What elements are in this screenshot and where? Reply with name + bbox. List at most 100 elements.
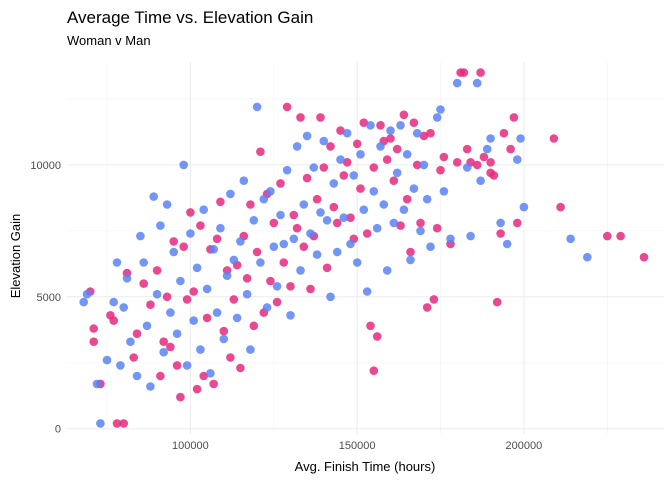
woman-data-point bbox=[352, 139, 362, 149]
woman-data-point bbox=[396, 221, 405, 230]
woman-data-point bbox=[302, 173, 312, 183]
man-data-point bbox=[319, 136, 329, 146]
woman-data-point bbox=[219, 326, 229, 336]
man-data-point bbox=[159, 347, 168, 357]
woman-data-point bbox=[296, 113, 305, 122]
man-data-point bbox=[112, 258, 122, 267]
man-data-point bbox=[406, 255, 415, 265]
man-data-point bbox=[182, 361, 192, 370]
woman-data-point bbox=[556, 202, 565, 212]
woman-data-point bbox=[179, 242, 188, 251]
woman-data-point bbox=[89, 337, 98, 347]
woman-data-point bbox=[326, 142, 335, 151]
man-data-point bbox=[222, 271, 232, 281]
woman-data-point bbox=[292, 223, 302, 233]
man-data-point bbox=[466, 231, 475, 241]
man-data-point bbox=[256, 258, 265, 267]
man-data-point bbox=[392, 168, 402, 178]
woman-data-point bbox=[372, 332, 382, 341]
man-data-point bbox=[206, 369, 215, 378]
woman-data-point bbox=[282, 102, 292, 112]
man-data-point bbox=[232, 313, 242, 323]
y-axis-title: Elevation Gain bbox=[8, 214, 23, 299]
man-data-point bbox=[386, 126, 395, 135]
woman-data-point bbox=[399, 110, 409, 120]
woman-data-point bbox=[499, 128, 509, 138]
woman-data-point bbox=[249, 321, 259, 331]
woman-data-point bbox=[162, 292, 172, 302]
man-data-point bbox=[409, 184, 419, 193]
woman-data-point bbox=[112, 419, 122, 428]
woman-data-point bbox=[439, 152, 449, 162]
x-tick-label: 100000 bbox=[172, 440, 209, 452]
man-data-point bbox=[496, 218, 505, 228]
woman-data-point bbox=[426, 128, 435, 138]
woman-data-point bbox=[256, 147, 265, 156]
man-data-point bbox=[382, 266, 392, 275]
woman-data-point bbox=[276, 179, 285, 188]
man-data-point bbox=[139, 258, 148, 267]
woman-data-point bbox=[366, 321, 375, 331]
man-data-point bbox=[416, 226, 425, 236]
woman-data-point bbox=[286, 282, 295, 291]
man-data-point bbox=[502, 239, 512, 249]
man-data-point bbox=[366, 121, 375, 130]
man-data-point bbox=[426, 242, 435, 251]
woman-data-point bbox=[216, 197, 225, 207]
man-data-point bbox=[359, 205, 369, 214]
woman-data-point bbox=[189, 287, 198, 296]
woman-data-point bbox=[312, 194, 322, 204]
woman-data-point bbox=[182, 295, 192, 304]
man-data-point bbox=[156, 221, 165, 230]
man-data-point bbox=[349, 171, 359, 180]
woman-data-point bbox=[486, 158, 495, 167]
woman-data-point bbox=[416, 218, 425, 228]
man-data-point bbox=[149, 192, 158, 201]
man-data-point bbox=[126, 337, 135, 347]
chart-title: Average Time vs. Elevation Gain bbox=[67, 8, 313, 27]
woman-data-point bbox=[342, 158, 352, 167]
woman-data-point bbox=[479, 152, 489, 162]
woman-data-point bbox=[346, 213, 355, 222]
man-data-point bbox=[389, 218, 399, 228]
woman-data-point bbox=[432, 223, 442, 233]
woman-data-point bbox=[226, 353, 235, 362]
man-data-point bbox=[92, 379, 102, 389]
woman-data-point bbox=[146, 300, 155, 310]
man-data-point bbox=[472, 78, 482, 88]
woman-data-point bbox=[412, 160, 422, 170]
woman-data-point bbox=[186, 208, 195, 217]
man-data-point bbox=[476, 176, 485, 185]
man-data-point bbox=[146, 382, 155, 391]
man-data-point bbox=[202, 284, 212, 294]
man-data-point bbox=[452, 78, 462, 88]
man-data-point bbox=[192, 263, 202, 273]
man-data-point bbox=[122, 274, 132, 283]
man-data-point bbox=[306, 229, 315, 238]
man-data-point bbox=[436, 105, 445, 114]
man-data-point bbox=[96, 419, 105, 428]
woman-data-point bbox=[486, 168, 495, 178]
woman-data-point bbox=[192, 384, 202, 394]
woman-data-point bbox=[329, 202, 339, 212]
man-data-point bbox=[566, 234, 575, 244]
man-data-point bbox=[119, 303, 128, 312]
woman-data-point bbox=[299, 242, 309, 251]
y-tick-label: 5000 bbox=[37, 292, 61, 304]
woman-data-point bbox=[422, 303, 432, 312]
man-data-point bbox=[199, 205, 208, 214]
man-data-point bbox=[379, 200, 389, 209]
man-data-point bbox=[346, 239, 355, 249]
woman-data-point bbox=[316, 113, 325, 122]
man-data-point bbox=[439, 187, 449, 196]
woman-data-point bbox=[212, 234, 222, 244]
woman-data-point bbox=[509, 113, 519, 122]
woman-data-point bbox=[409, 118, 419, 127]
man-data-point bbox=[212, 308, 222, 317]
woman-data-point bbox=[616, 231, 625, 241]
man-data-point bbox=[242, 289, 252, 299]
woman-data-point bbox=[492, 297, 502, 307]
man-data-point bbox=[322, 216, 332, 225]
man-data-point bbox=[336, 155, 345, 164]
man-data-point bbox=[296, 266, 305, 275]
